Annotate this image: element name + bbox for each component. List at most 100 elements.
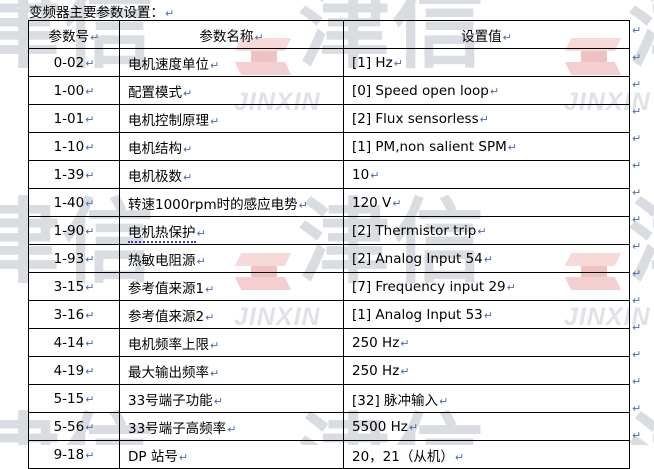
cell-setting-value: [2] Analog Input 54↵ (343, 244, 630, 273)
pilcrow-mark: ↵ (183, 170, 193, 184)
table-row: 3-15↵ 参考值来源1↵ [7] Frequency input 29↵ (28, 272, 630, 301)
table-row: 4-14↵ 电机频率上限↵ 250 Hz↵ (28, 328, 630, 357)
parameter-settings-table: 参数号↵ 参数名称↵ 设置值↵ 0-02↵ 电机速度单位↵ [1] Hz↵ 1-00↵… (28, 20, 630, 469)
cell-parameter-name: 配置模式↵ (119, 76, 344, 105)
pilcrow-mark: ↵ (370, 168, 380, 182)
cell-parameter-number-text: 4-19 (53, 362, 85, 379)
cell-parameter-number: 3-15↵ (28, 272, 120, 301)
cell-parameter-number-text: 3-16 (53, 306, 85, 323)
cell-parameter-number-text: 1-10 (53, 138, 85, 155)
cell-setting-value: 250 Hz↵ (343, 328, 630, 357)
cell-parameter-number: 1-40↵ (28, 188, 120, 217)
cell-setting-value-text: [1] PM,non salient SPM (352, 138, 507, 155)
cell-parameter-name-text: 热敏电阻源 (128, 252, 196, 269)
cell-parameter-name-text: 33号端子高频率 (128, 420, 227, 437)
pilcrow-mark: ↵ (507, 140, 517, 154)
cell-setting-value-text: [2] Thermistor trip (352, 222, 477, 239)
pilcrow-mark: ↵ (183, 86, 193, 100)
cell-parameter-number-text: 1-01 (53, 110, 85, 127)
cell-parameter-name: 电机频率上限↵ (119, 328, 344, 357)
pilcrow-mark: ↵ (183, 142, 193, 156)
pilcrow-mark: ↵ (632, 186, 642, 199)
pilcrow-mark: ↵ (213, 394, 223, 408)
cell-parameter-number-text: 1-93 (53, 250, 85, 267)
table-row: 3-16↵ 参考值来源2↵ [1] Analog Input 53↵ (28, 300, 630, 329)
pilcrow-mark: ↵ (85, 448, 95, 462)
cell-setting-value: [1] PM,non salient SPM↵ (343, 132, 630, 161)
pilcrow-mark: ↵ (632, 105, 642, 118)
pilcrow-mark: ↵ (196, 254, 206, 268)
cell-parameter-number-text: 4-14 (53, 334, 85, 351)
pilcrow-mark: ↵ (85, 196, 95, 210)
header-label: 参数号 (48, 28, 90, 45)
cell-parameter-name-text: 配置模式 (128, 84, 182, 101)
table-row: 0-02↵ 电机速度单位↵ [1] Hz↵ (28, 48, 630, 77)
cell-setting-value-text: 120 V (352, 194, 392, 211)
cell-setting-value-text: 10 (352, 166, 370, 183)
cell-parameter-number: 5-56↵ (28, 412, 120, 441)
cell-setting-value-text: [2] Analog Input 54 (352, 250, 483, 267)
cell-setting-value-text: [7] Frequency input 29 (352, 278, 506, 295)
cell-parameter-number-text: 1-40 (53, 194, 85, 211)
cell-setting-value-text: [1] Analog Input 53 (352, 306, 483, 323)
cell-setting-value: [1] Hz↵ (343, 48, 630, 77)
pilcrow-mark: ↵ (632, 402, 642, 415)
cell-setting-value: [2] Thermistor trip↵ (343, 216, 630, 245)
pilcrow-mark: ↵ (632, 429, 642, 442)
pilcrow-mark: ↵ (85, 112, 95, 126)
cell-parameter-name: 最大输出频率↵ (119, 356, 344, 385)
cell-parameter-name: 参考值来源2↵ (119, 300, 344, 329)
pilcrow-mark: ↵ (85, 140, 95, 154)
cell-setting-value-text: 250 Hz (352, 334, 400, 351)
header-setting-value: 设置值↵ (343, 20, 630, 49)
pilcrow-mark: ↵ (632, 213, 642, 226)
pilcrow-mark: ↵ (632, 321, 642, 334)
cell-parameter-name-text: 转速1000rpm时的感应电势 (128, 196, 298, 213)
cell-setting-value: 5500 Hz↵ (343, 412, 630, 441)
cell-setting-value-text: [1] Hz (352, 54, 393, 71)
header-label: 设置值 (461, 28, 502, 45)
pilcrow-mark: ↵ (227, 422, 237, 436)
cell-setting-value: [1] Analog Input 53↵ (343, 300, 630, 329)
cell-parameter-number-text: 1-00 (53, 82, 85, 99)
pilcrow-mark: ↵ (632, 348, 642, 361)
cell-parameter-number: 3-16↵ (28, 300, 120, 329)
cell-parameter-name-text: 电机速度单位 (128, 56, 209, 73)
pilcrow-mark: ↵ (196, 226, 206, 240)
table-row: 1-90↵ 电机热保护↵ [2] Thermistor trip↵ (28, 216, 630, 245)
pilcrow-mark: ↵ (178, 450, 189, 464)
pilcrow-mark: ↵ (632, 159, 642, 172)
cell-parameter-name-text: 最大输出频率 (128, 364, 209, 381)
table-row: 1-01↵ 电机控制原理↵ [2] Flux sensorless↵ (28, 104, 630, 133)
cell-parameter-number: 1-90↵ (28, 216, 120, 245)
pilcrow-mark: ↵ (454, 450, 465, 464)
pilcrow-mark: ↵ (85, 84, 95, 98)
cell-parameter-name-text: 电机极数 (128, 168, 182, 185)
cell-parameter-name: 33号端子功能↵ (119, 384, 344, 413)
cell-parameter-name: 热敏电阻源↵ (119, 244, 344, 273)
pilcrow-mark: ↵ (254, 30, 264, 44)
pilcrow-mark: ↵ (483, 308, 493, 322)
cell-parameter-name: 电机极数↵ (119, 160, 344, 189)
cell-parameter-name: 电机速度单位↵ (119, 48, 344, 77)
pilcrow-mark: ↵ (85, 224, 95, 238)
cell-parameter-number: 1-10↵ (28, 132, 120, 161)
pilcrow-mark: ↵ (165, 7, 175, 20)
pilcrow-mark: ↵ (632, 132, 642, 145)
pilcrow-mark: ↵ (506, 280, 516, 294)
cell-parameter-name: 电机控制原理↵ (119, 104, 344, 133)
pilcrow-mark: ↵ (400, 364, 410, 378)
cell-parameter-number: 4-14↵ (28, 328, 120, 357)
table-row: 4-19↵ 最大输出频率↵ 250 Hz↵ (28, 356, 630, 385)
pilcrow-mark: ↵ (85, 420, 95, 434)
cell-parameter-name: 电机热保护↵ (119, 216, 344, 245)
pilcrow-mark: ↵ (477, 224, 487, 238)
cell-setting-value: 120 V↵ (343, 188, 630, 217)
cell-parameter-number: 1-39↵ (28, 160, 120, 189)
pilcrow-mark: ↵ (632, 267, 642, 280)
cell-parameter-name: 转速1000rpm时的感应电势↵ (119, 188, 344, 217)
pilcrow-mark: ↵ (502, 30, 512, 44)
table-row: 1-93 ↵ 热敏电阻源↵ [2] Analog Input 54↵ (28, 244, 630, 273)
cell-parameter-name: 电机结构↵ (119, 132, 344, 161)
cell-setting-value-text: 250 Hz (352, 362, 400, 379)
